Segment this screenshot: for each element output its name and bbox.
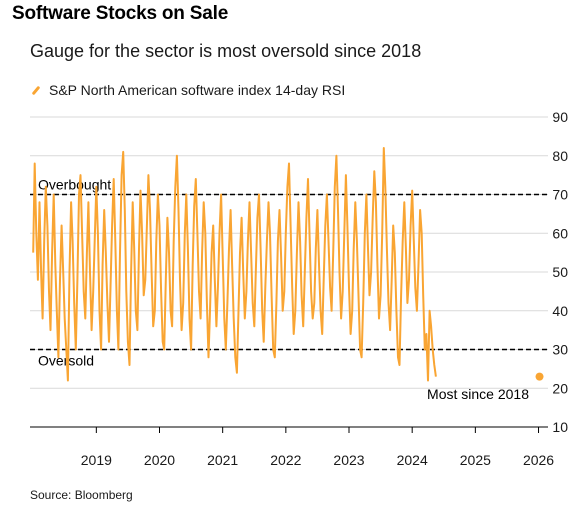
x-tick-label: 2020 xyxy=(144,452,175,468)
annotation-label: Most since 2018 xyxy=(427,386,529,402)
latest-point-marker xyxy=(535,372,544,381)
chart-subtitle: Gauge for the sector is most oversold si… xyxy=(30,41,422,61)
y-tick-label: 50 xyxy=(552,264,568,280)
threshold-label: Overbought xyxy=(38,177,111,193)
rsi-series-line xyxy=(32,147,437,382)
chart-title: Software Stocks on Sale xyxy=(12,3,229,24)
y-tick-label: 90 xyxy=(552,109,568,125)
series-layer xyxy=(32,147,437,382)
x-tick-label: 2026 xyxy=(523,452,554,468)
y-tick-label: 10 xyxy=(552,419,568,435)
x-tick-label: 2022 xyxy=(270,452,301,468)
x-axis: 2019 2020 2021 2022 2023 2024 2025 2026 xyxy=(81,427,554,468)
grid xyxy=(30,116,548,428)
x-tick-label: 2023 xyxy=(333,452,364,468)
x-tick-label: 2021 xyxy=(207,452,238,468)
x-tick-label: 2025 xyxy=(460,452,491,468)
y-tick-label: 60 xyxy=(552,225,568,241)
x-tick-label: 2024 xyxy=(397,452,428,468)
y-axis: 10 20 30 40 50 60 70 80 90 xyxy=(552,109,568,435)
y-tick-label: 70 xyxy=(552,187,568,203)
y-tick-label: 30 xyxy=(552,342,568,358)
source-note: Source: Bloomberg xyxy=(30,488,133,502)
y-tick-label: 20 xyxy=(552,380,568,396)
annotation-layer: Most since 2018 xyxy=(427,372,544,402)
y-tick-label: 40 xyxy=(552,303,568,319)
x-tick-label: 2019 xyxy=(81,452,112,468)
legend-label: S&P North American software index 14-day… xyxy=(49,82,346,98)
y-tick-label: 80 xyxy=(552,148,568,164)
legend: S&P North American software index 14-day… xyxy=(31,82,345,98)
